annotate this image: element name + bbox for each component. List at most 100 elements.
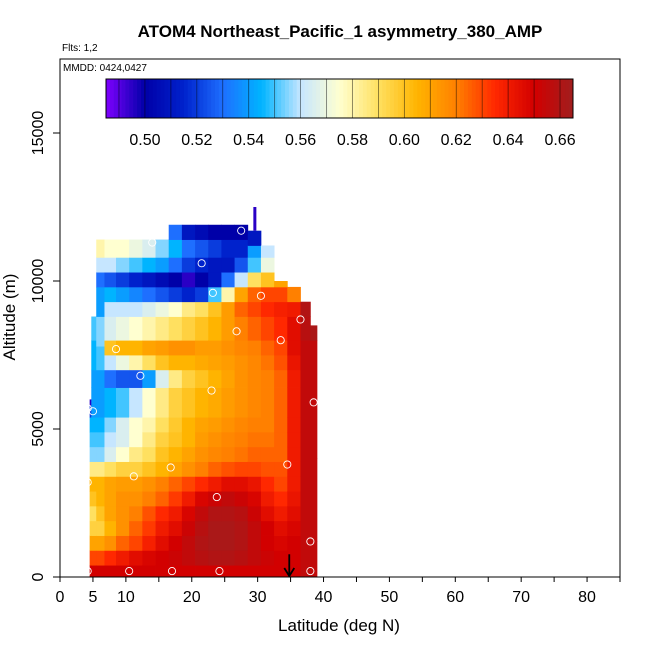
colorbar-segment bbox=[316, 79, 321, 118]
heatmap-cell bbox=[234, 550, 249, 566]
sample-point bbox=[83, 404, 92, 413]
heatmap-cell bbox=[129, 387, 143, 418]
heatmap-cell bbox=[300, 520, 311, 536]
heatmap-cell bbox=[181, 550, 196, 566]
colorbar-segment bbox=[230, 79, 235, 118]
colorbar-segment bbox=[288, 79, 294, 118]
heatmap-cell bbox=[104, 535, 117, 551]
heatmap-cell bbox=[300, 417, 311, 433]
heatmap-cell bbox=[142, 461, 156, 477]
sample-point bbox=[232, 327, 241, 336]
sample-point bbox=[148, 238, 157, 247]
colorbar-segment bbox=[331, 79, 337, 118]
heatmap-cell bbox=[116, 257, 130, 273]
heatmap-cell bbox=[260, 550, 275, 566]
heatmap-cell bbox=[234, 431, 249, 448]
heatmap-cell bbox=[142, 272, 156, 288]
sample-point bbox=[276, 336, 285, 345]
sample-point bbox=[166, 463, 175, 472]
heatmap-cell bbox=[234, 272, 249, 288]
heatmap-cell bbox=[129, 239, 143, 258]
colorbar-segment bbox=[549, 79, 555, 118]
heatmap-cell bbox=[208, 316, 222, 341]
heatmap-cell bbox=[89, 550, 92, 566]
colorbar-segment bbox=[495, 79, 500, 118]
heatmap-cell bbox=[104, 476, 117, 492]
heatmap-cell bbox=[260, 272, 275, 288]
heatmap-cell bbox=[116, 565, 130, 578]
heatmap-cell bbox=[89, 565, 92, 578]
colorbar-segment bbox=[141, 79, 146, 118]
heatmap-cell bbox=[300, 550, 311, 566]
colorbar-segment bbox=[148, 79, 154, 118]
heatmap-cell bbox=[234, 301, 249, 317]
colorbar-segment bbox=[467, 79, 473, 118]
colorbar-segment bbox=[211, 79, 216, 118]
colorbar-segment bbox=[483, 79, 488, 118]
colorbar-segment bbox=[207, 79, 212, 118]
heatmap-cell bbox=[274, 491, 288, 507]
colorbar-segment bbox=[370, 79, 376, 118]
heatmap-cell bbox=[142, 535, 156, 551]
colorbar-segment bbox=[300, 79, 305, 118]
heatmap-cell bbox=[247, 340, 262, 356]
heatmap-cell bbox=[221, 301, 235, 317]
colorbar-segment bbox=[195, 79, 200, 118]
heatmap-cell bbox=[91, 461, 97, 477]
colorbar-segment bbox=[226, 79, 232, 118]
heatmap-cell bbox=[116, 550, 130, 566]
heatmap-cell bbox=[155, 417, 170, 433]
colorbar-segment bbox=[214, 79, 220, 118]
heatmap-cell bbox=[181, 535, 196, 551]
heatmap-cell bbox=[181, 286, 196, 303]
sample-point bbox=[306, 537, 315, 546]
colorbar-segment bbox=[296, 79, 302, 118]
heatmap-cell bbox=[116, 417, 130, 433]
heatmap-cell bbox=[155, 257, 170, 273]
heatmap-cell bbox=[104, 286, 117, 303]
heatmap-cell bbox=[195, 565, 209, 578]
colorbar-segment bbox=[292, 79, 298, 118]
heatmap-cell bbox=[195, 316, 209, 341]
colorbar-segment bbox=[541, 79, 547, 118]
sample-point bbox=[256, 291, 265, 300]
heatmap-cell bbox=[155, 550, 170, 566]
heatmap-cell bbox=[221, 272, 235, 288]
heatmap-cell bbox=[142, 550, 156, 566]
sample-point bbox=[129, 472, 138, 481]
colorbar-segment bbox=[444, 79, 449, 118]
heatmap-cell bbox=[104, 565, 117, 578]
heatmap-cell bbox=[168, 301, 183, 317]
heatmap-cell bbox=[300, 461, 311, 477]
heatmap-cell bbox=[195, 520, 209, 536]
heatmap-cell bbox=[287, 505, 301, 522]
heatmap-cell bbox=[247, 245, 262, 258]
heatmap-cell bbox=[96, 346, 105, 371]
sample-point bbox=[197, 259, 206, 268]
colorbar-segment bbox=[471, 79, 477, 118]
heatmap-cell bbox=[221, 239, 235, 258]
y-tick-label: 0 bbox=[30, 572, 47, 581]
colorbar-segment bbox=[417, 79, 422, 118]
colorbar-segment bbox=[502, 79, 508, 118]
colorbar-segment bbox=[386, 79, 391, 118]
heatmap-cell bbox=[208, 417, 222, 433]
heatmap-cell bbox=[260, 417, 275, 433]
heatmap-cell bbox=[274, 535, 288, 551]
heatmap-cell bbox=[260, 257, 275, 273]
heatmap-cell bbox=[129, 505, 143, 522]
colorbar-segment bbox=[281, 79, 286, 118]
heatmap-cell bbox=[155, 535, 170, 551]
colorbar-segment bbox=[187, 79, 193, 118]
heatmap-cell bbox=[181, 257, 196, 273]
colorbar-segment bbox=[125, 79, 130, 118]
heatmap-cell bbox=[104, 316, 117, 341]
sample-point bbox=[83, 478, 92, 487]
heatmap-cell bbox=[221, 505, 235, 522]
heatmap-cell bbox=[155, 461, 170, 477]
heatmap-cell bbox=[287, 369, 301, 388]
heatmap-cell bbox=[247, 355, 262, 371]
heatmap-cell bbox=[155, 272, 170, 288]
colorbar-segment bbox=[109, 79, 115, 118]
heatmap-cell bbox=[104, 257, 117, 273]
